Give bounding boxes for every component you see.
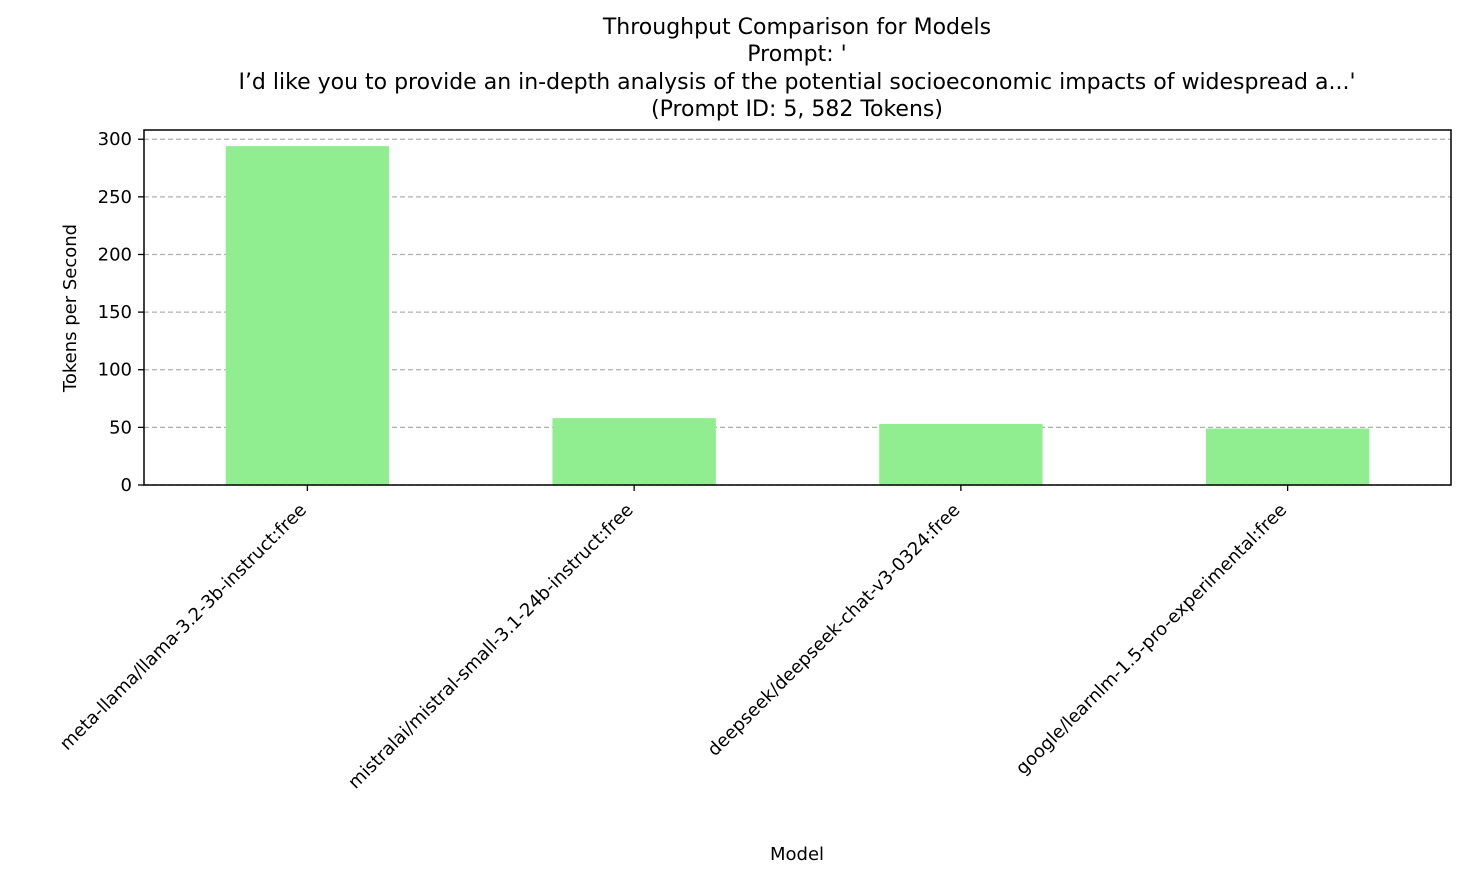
y-axis-ticks: 0 50 100 150 200 250 300 <box>98 129 144 496</box>
title-line-1: Throughput Comparison for Models <box>602 15 991 40</box>
x-axis-ticks: meta-llama/llama-3.2-3b-instruct:free mis… <box>56 485 1291 793</box>
x-tick-label-4: google/learnlm-1.5-pro-experimental:free <box>1012 500 1291 779</box>
y-tick-label-200: 200 <box>98 244 132 265</box>
bar-3 <box>879 423 1043 485</box>
bar-1 <box>225 146 390 486</box>
y-tick-label-100: 100 <box>98 360 132 381</box>
title-line-3: I’d like you to provide an in-depth anal… <box>238 70 1355 95</box>
chart-title: Throughput Comparison for Models Prompt:… <box>238 15 1355 122</box>
bar-2 <box>552 418 716 485</box>
y-tick-label-250: 250 <box>98 187 132 208</box>
title-line-2: Prompt: ' <box>747 42 846 67</box>
y-axis-label: Tokens per Second <box>60 224 81 393</box>
y-tick-label-300: 300 <box>98 129 132 150</box>
x-tick-label-2: mistralai/mistral-small-3.1-24b-instruct… <box>344 500 637 793</box>
y-tick-label-150: 150 <box>98 302 132 323</box>
title-line-4: (Prompt ID: 5, 582 Tokens) <box>651 97 943 122</box>
x-tick-label-3: deepseek/deepseek-chat-v3-0324:free <box>704 500 965 761</box>
bar-4 <box>1205 428 1370 485</box>
bars <box>225 146 1370 486</box>
plot-frame <box>143 129 1452 486</box>
x-tick-label-1: meta-llama/llama-3.2-3b-instruct:free <box>56 500 311 755</box>
y-tick-label-0: 0 <box>121 475 132 496</box>
x-axis-label: Model <box>770 844 824 865</box>
y-tick-label-50: 50 <box>109 417 132 438</box>
